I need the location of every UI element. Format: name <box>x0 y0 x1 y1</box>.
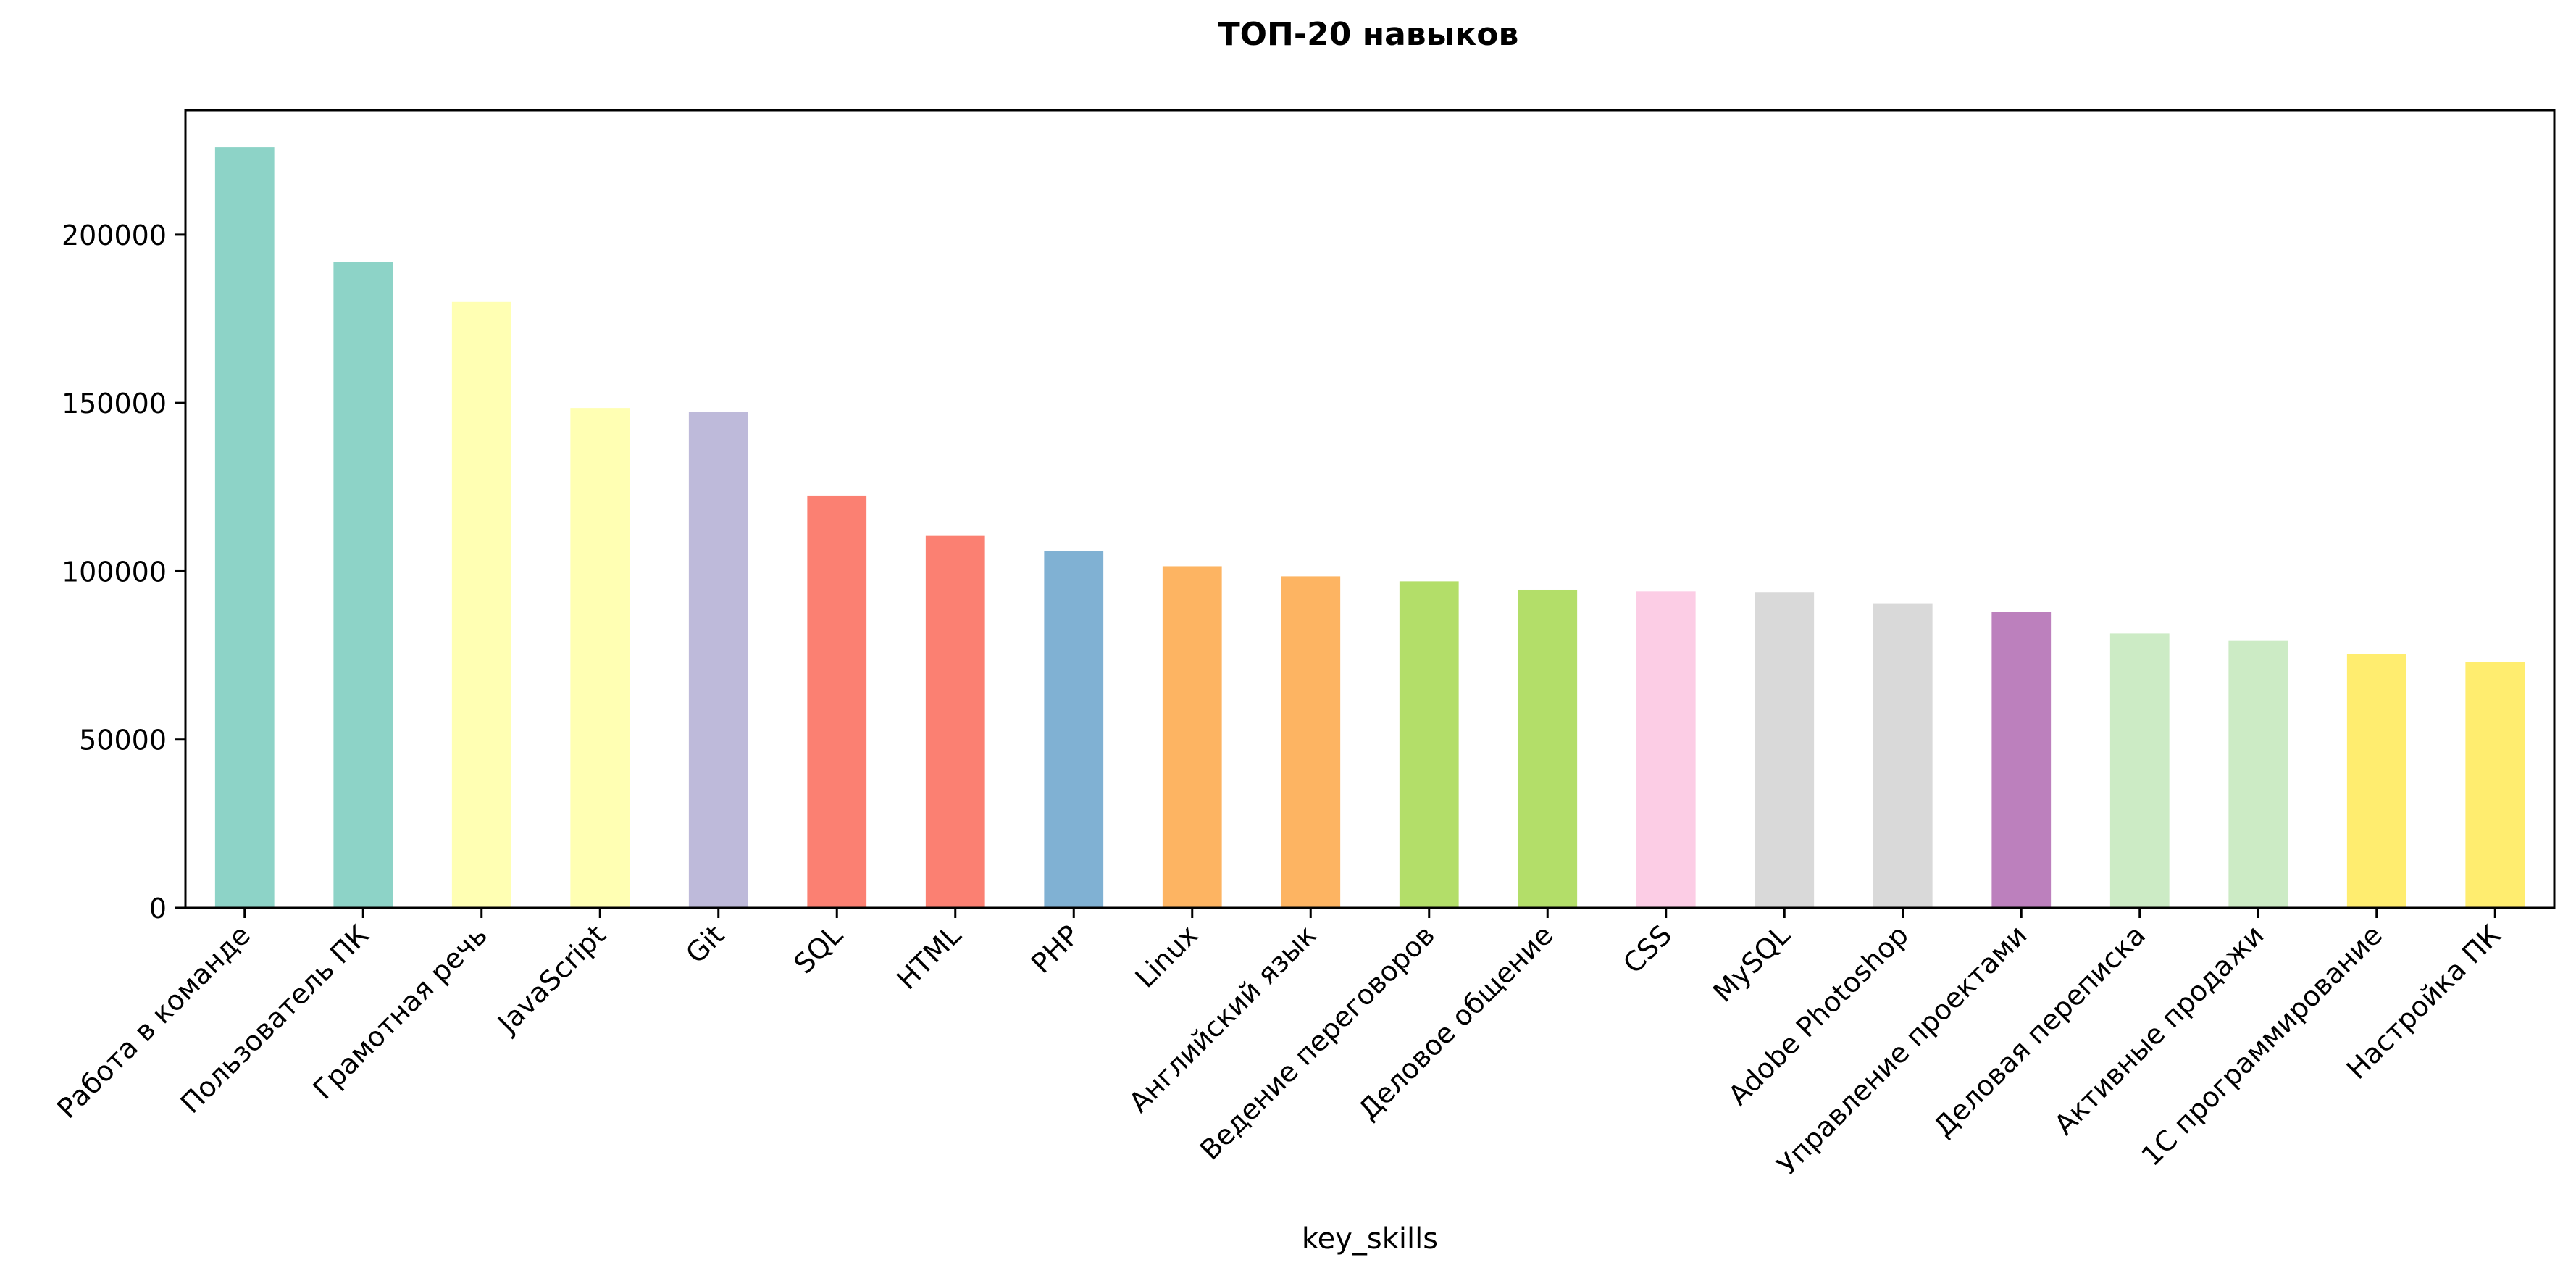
bar <box>2228 640 2288 908</box>
bar <box>1755 592 1815 908</box>
bar <box>333 262 393 909</box>
y-axis: 0 50000 100000 150000 200000 <box>62 220 185 925</box>
bar <box>1518 589 1578 908</box>
bar <box>451 301 511 908</box>
bar <box>570 408 630 908</box>
bar <box>2346 654 2406 908</box>
bar <box>1991 612 2052 908</box>
bar <box>2109 633 2170 908</box>
bar <box>1399 581 1459 908</box>
y-tick-label: 100000 <box>62 556 167 588</box>
bar <box>1636 591 1696 908</box>
bars-group <box>214 147 2525 909</box>
y-tick-label: 50000 <box>79 725 167 756</box>
bar <box>1044 551 1104 908</box>
bar <box>807 495 867 908</box>
bar <box>1873 603 1933 908</box>
chart-title: ТОП-20 навыков <box>1218 16 1519 53</box>
y-tick-label: 150000 <box>62 388 167 420</box>
y-tick-label: 0 <box>149 893 167 925</box>
bar <box>688 412 748 908</box>
bar <box>925 535 985 908</box>
y-tick-label: 200000 <box>62 220 167 251</box>
bar <box>1281 576 1341 908</box>
bar <box>214 147 275 909</box>
bar <box>1162 566 1222 908</box>
x-axis-label: key_skills <box>1302 1222 1438 1256</box>
plot-frame <box>184 109 2556 909</box>
bar <box>2465 662 2525 908</box>
